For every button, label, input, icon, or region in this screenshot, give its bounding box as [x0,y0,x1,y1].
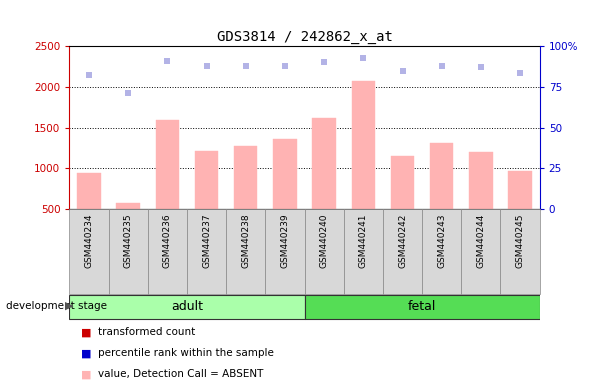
Bar [234,146,257,250]
Bar [226,209,265,294]
Text: transformed count: transformed count [98,327,195,337]
Text: GSM440239: GSM440239 [280,214,289,268]
Bar [508,171,532,250]
Text: ■: ■ [81,327,92,337]
Bar [305,209,344,294]
Text: GSM440237: GSM440237 [202,214,211,268]
Bar [383,209,422,294]
Text: GSM440243: GSM440243 [437,214,446,268]
Text: value, Detection Call = ABSENT: value, Detection Call = ABSENT [98,369,264,379]
Point [162,58,172,64]
Bar [69,295,305,319]
Bar [461,209,500,294]
Text: development stage: development stage [6,301,107,311]
Text: GSM440236: GSM440236 [163,214,172,268]
Bar [116,203,140,250]
Text: GSM440238: GSM440238 [241,214,250,268]
Point [476,64,486,70]
Point [241,63,251,70]
Text: GSM440244: GSM440244 [476,214,485,268]
Bar [69,209,109,294]
Bar [469,152,493,250]
Title: GDS3814 / 242862_x_at: GDS3814 / 242862_x_at [216,30,393,44]
Text: GSM440240: GSM440240 [320,214,329,268]
Bar [156,119,179,250]
Text: percentile rank within the sample: percentile rank within the sample [98,348,274,358]
Bar [305,295,540,319]
Point [201,63,212,70]
Text: GSM440241: GSM440241 [359,214,368,268]
Point [515,70,525,76]
Point [280,63,290,69]
Point [437,63,446,69]
Bar [344,209,383,294]
Bar [77,172,101,250]
Text: ■: ■ [81,369,92,379]
Bar [391,156,414,250]
Bar [109,209,148,294]
Bar [187,209,226,294]
Text: ■: ■ [81,348,92,358]
Bar [148,209,187,294]
Point [398,68,408,74]
Text: GSM440235: GSM440235 [124,214,133,268]
Point [320,58,329,65]
Bar [352,81,375,250]
Point [123,89,133,96]
Bar [265,209,305,294]
Point [358,55,368,61]
Text: GSM440242: GSM440242 [398,214,407,268]
Text: adult: adult [171,300,203,313]
Text: GSM440234: GSM440234 [84,214,93,268]
Text: GSM440245: GSM440245 [516,214,525,268]
Bar [430,143,453,250]
Bar [500,209,540,294]
Bar [312,118,336,250]
Point [84,71,94,78]
Text: ▶: ▶ [65,301,73,311]
Bar [422,209,461,294]
Text: fetal: fetal [408,300,437,313]
Bar [273,139,297,250]
Bar [195,151,218,250]
